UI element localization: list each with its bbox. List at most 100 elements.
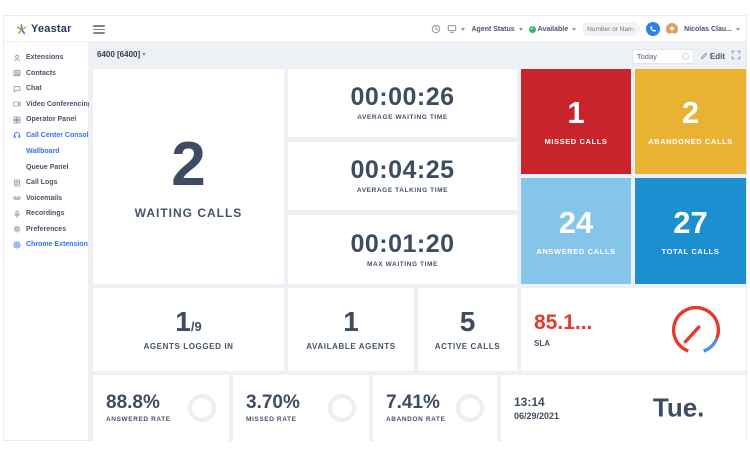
agents-logged-in-label: AGENTS LOGGED IN [143, 342, 234, 351]
yeastar-logo-icon [16, 23, 27, 34]
recordings-icon [13, 210, 21, 218]
pencil-icon [700, 52, 707, 60]
sla-label: SLA [534, 338, 550, 348]
answered-calls-value: 24 [558, 204, 594, 240]
tile-answered-calls: 24 ANSWERED CALLS [521, 178, 631, 284]
active-calls-label: ACTIVE CALLS [434, 342, 501, 351]
sidebar-item-contacts[interactable]: Contacts [4, 66, 88, 82]
abandoned-calls-value: 2 [681, 95, 700, 130]
max-waiting-time-label: MAX WAITING TIME [367, 260, 438, 268]
missed-calls-label: MISSED CALLS [544, 137, 608, 146]
tile-average-talking-time: 00:04:25 AVERAGE TALKING TIME [288, 142, 517, 210]
operator-panel-icon [13, 116, 21, 124]
clear-icon [681, 52, 689, 60]
chevron-down-icon [142, 53, 147, 56]
chrome-extension-icon [13, 241, 21, 249]
abandon-rate-label: ABANDON RATE [386, 416, 446, 423]
user-name: Nicolas Clau... [684, 25, 732, 33]
available-agents-value: 1 [343, 306, 359, 337]
chat-icon [13, 85, 21, 93]
total-calls-value: 27 [673, 204, 708, 240]
answered-calls-label: ANSWERED CALLS [536, 246, 616, 256]
voicemails-icon [13, 194, 21, 202]
tile-total-calls: 27 TOTAL CALLS [635, 178, 746, 284]
agents-logged-in-total: /9 [190, 319, 202, 334]
total-calls-label: TOTAL CALLS [661, 246, 720, 256]
sidebar-item-call-center-console[interactable]: Call Center Console [4, 128, 100, 144]
video-conferencing-icon [13, 100, 21, 108]
tile-available-agents: 1 AVAILABLE AGENTS [288, 288, 414, 371]
abandon-rate-value: 7.41% [386, 392, 440, 413]
clock-time: 13:14 [514, 395, 545, 410]
waiting-calls-label: WAITING CALLS [134, 205, 243, 220]
phone-icon [650, 26, 656, 32]
tile-answered-rate: 88.8% ANSWERED RATE [93, 375, 229, 441]
dialpad-button[interactable] [646, 22, 661, 36]
app-window: Yeastar Agent Status ✓ A [3, 15, 747, 441]
brand-name: Yeastar [31, 23, 72, 35]
extensions-icon [13, 54, 21, 62]
sidebar: Extensions Contacts Chat Video Conferenc… [4, 42, 100, 440]
brand-logo: Yeastar [16, 16, 72, 42]
average-waiting-time-value: 00:00:26 [350, 83, 455, 111]
answered-rate-value: 88.8% [106, 392, 160, 413]
tile-missed-rate: 3.70% MISSED RATE [233, 375, 369, 441]
device-selector[interactable] [447, 24, 466, 34]
clock-day: Tue. [652, 392, 705, 423]
clock-icon[interactable] [431, 24, 441, 34]
fullscreen-button[interactable] [731, 47, 741, 65]
sla-value: 85.1... [534, 310, 593, 334]
chevron-down-icon [461, 27, 466, 31]
tile-active-calls: 5 ACTIVE CALLS [418, 288, 517, 371]
missed-rate-value: 3.70% [246, 392, 300, 413]
sla-gauge [671, 305, 721, 353]
sidebar-item-video-conferencing[interactable]: Video Conferencing [4, 97, 92, 113]
active-calls-value: 5 [459, 306, 476, 337]
chevron-down-icon [572, 27, 577, 31]
sidebar-item-chat[interactable]: Chat [4, 81, 88, 97]
tile-abandoned-calls: 2 ABANDONED CALLS [635, 69, 746, 174]
sidebar-item-queue-panel[interactable]: Queue Panel [26, 163, 69, 171]
fullscreen-icon [731, 50, 741, 60]
tile-average-waiting-time: 00:00:26 AVERAGE WAITING TIME [288, 69, 517, 137]
agents-logged-in-value: 1 [175, 306, 191, 337]
edit-button[interactable]: Edit [700, 52, 725, 61]
clock-date: 06/29/2021 [514, 410, 560, 421]
sidebar-item-preferences[interactable]: Preferences [4, 222, 88, 238]
sidebar-collapse-button[interactable] [93, 23, 105, 35]
presence-dropdown[interactable]: ✓ Available [528, 25, 577, 33]
contacts-icon [13, 69, 21, 77]
sidebar-item-chrome-extension[interactable]: Chrome Extension [4, 237, 88, 253]
missed-rate-donut [328, 394, 356, 422]
tile-clock: 13:14 06/29/2021 Tue. [501, 375, 746, 441]
topbar: Yeastar Agent Status ✓ A [4, 16, 746, 42]
presence-label: Available [537, 25, 569, 33]
sidebar-item-wallboard[interactable]: Wallboard [26, 147, 60, 155]
sidebar-item-operator-panel[interactable]: Operator Panel [4, 112, 88, 128]
missed-rate-label: MISSED RATE [246, 416, 297, 423]
sidebar-item-recordings[interactable]: Recordings [4, 206, 88, 222]
search-input[interactable] [587, 25, 632, 33]
chevron-down-icon [736, 27, 740, 31]
average-talking-time-value: 00:04:25 [350, 156, 455, 184]
period-select[interactable]: Today [631, 48, 694, 64]
sidebar-item-voicemails[interactable]: Voicemails [4, 191, 88, 207]
tile-waiting-calls: 2 WAITING CALLS [93, 69, 284, 284]
call-logs-icon [13, 179, 21, 187]
answered-rate-donut [188, 394, 216, 422]
sidebar-item-extensions[interactable]: Extensions [4, 50, 88, 66]
agent-status-dropdown[interactable]: Agent Status [471, 26, 523, 33]
tile-max-waiting-time: 00:01:20 MAX WAITING TIME [288, 215, 517, 284]
avatar[interactable] [666, 23, 679, 35]
monitor-icon [448, 25, 457, 33]
available-agents-label: AVAILABLE AGENTS [306, 342, 396, 351]
search-box[interactable] [582, 22, 641, 36]
answered-rate-label: ANSWERED RATE [106, 416, 171, 423]
user-menu[interactable]: Nicolas Clau... [684, 26, 740, 33]
call-center-console-icon [13, 131, 21, 139]
sidebar-item-call-logs[interactable]: Call Logs [4, 175, 88, 191]
tile-abandon-rate: 7.41% ABANDON RATE [373, 375, 497, 441]
queue-selector[interactable]: 6400 [6400] [97, 50, 147, 59]
tile-agents-logged-in: 1 /9 AGENTS LOGGED IN [93, 288, 284, 371]
